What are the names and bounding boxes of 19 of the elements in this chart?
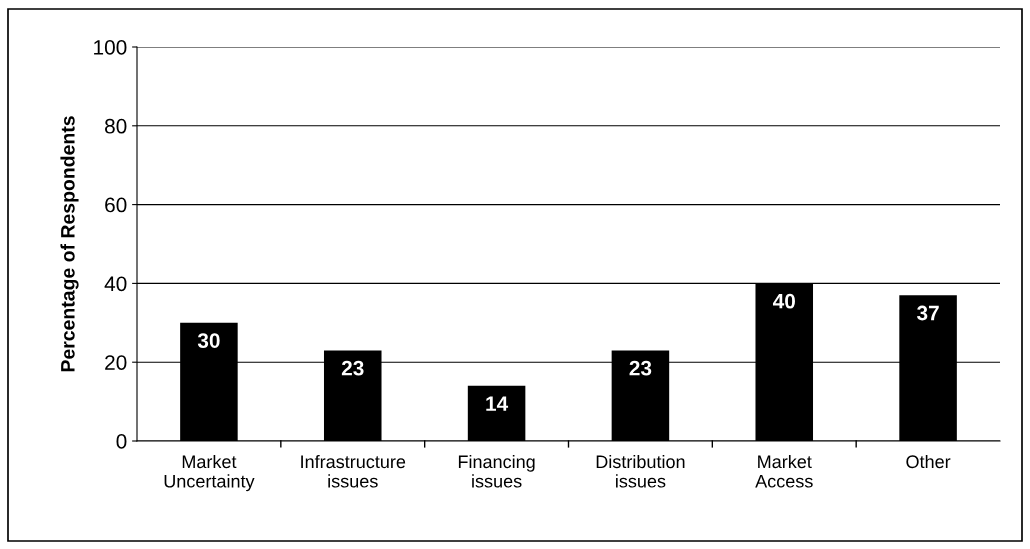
- y-axis-title: Percentage of Respondents: [60, 116, 79, 372]
- data-label: 23: [341, 360, 364, 376]
- x-tick-label: Financing issues: [458, 454, 535, 488]
- data-label: 14: [486, 396, 509, 411]
- y-tick-label: 100: [94, 40, 127, 55]
- y-tick-label: 80: [105, 118, 127, 134]
- y-tick-label: 60: [105, 197, 127, 213]
- y-tick-label: 0: [116, 434, 127, 449]
- data-label: 40: [772, 293, 795, 309]
- y-tick-label: 20: [105, 355, 127, 370]
- data-label: 37: [916, 305, 939, 321]
- data-label: 30: [197, 333, 220, 348]
- data-label: 23: [629, 360, 652, 376]
- x-tick-label: Infrastructure issues: [301, 454, 406, 488]
- x-tick-label: Market Uncertainty: [164, 454, 255, 492]
- y-tick-label: 40: [104, 276, 127, 292]
- x-tick-label: Distribution issues: [596, 454, 685, 488]
- x-tick-label: Other: [906, 454, 951, 469]
- x-tick-label: Market Access: [755, 454, 813, 488]
